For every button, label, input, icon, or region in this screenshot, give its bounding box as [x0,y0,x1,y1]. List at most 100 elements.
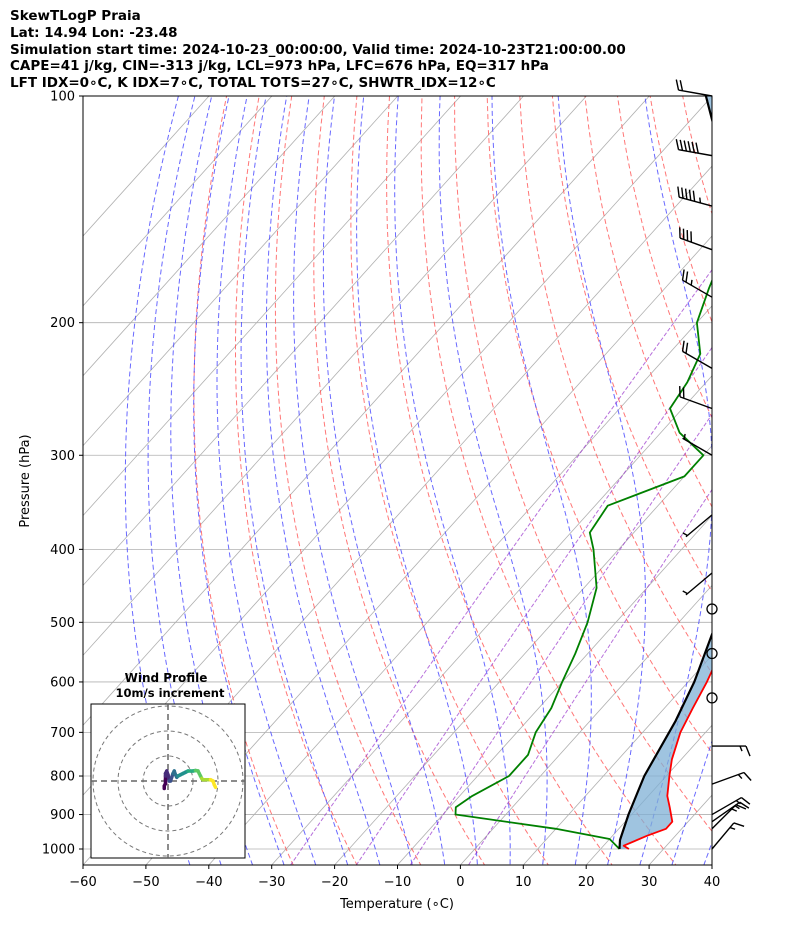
adiabat-layer [124,62,794,881]
isotherm [208,305,712,865]
isotherm [83,96,462,517]
dry-adiabat [584,96,712,508]
dry-adiabat [350,96,549,865]
x-tick-label: −60 [69,875,96,890]
indices-line-1: CAPE=41 j/kg, CIN=-313 j/kg, LCL=973 hPa… [10,58,549,75]
wind-barb [706,647,718,660]
dry-adiabat [486,96,712,754]
location-line: Lat: 14.94 Lon: -23.48 [10,24,178,41]
x-tick-label: 30 [641,875,658,890]
moist-adiabat [557,96,646,865]
moist-adiabat [266,96,381,865]
dry-adiabat [682,96,712,216]
sounding-lines [454,96,712,850]
wind-barb [706,603,718,615]
moist-adiabat [193,96,285,865]
dry-adiabat [274,96,422,865]
x-tick-label: 20 [578,875,595,890]
hodograph-inset: Wind Profile 10m/s increment [90,671,246,859]
dry-adiabat [193,96,294,865]
y-tick-label: 500 [50,616,75,631]
series-parcel [618,96,712,850]
wind-barb [711,771,752,785]
wind-barb [679,227,713,251]
y-tick-label: 100 [50,90,75,105]
moist-adiabat [293,96,413,865]
isotherm [396,514,712,865]
wind-barb [711,796,751,816]
hodograph-segment [212,783,218,789]
wind-barb [679,386,713,410]
wind-barb [682,433,713,456]
time-line: Simulation start time: 2024-10-23_00:00:… [10,41,626,58]
dry-adiabat [740,62,794,881]
moist-adiabat [438,96,548,865]
dry-adiabat [551,96,712,593]
wind-barb [681,269,713,298]
x-tick-label: −30 [258,875,285,890]
isotherm [711,864,712,865]
x-tick-label: −10 [384,875,411,890]
chart-title: SkewTLogP Praia [10,8,141,24]
x-tick-label: 40 [704,875,721,890]
dry-adiabat [235,96,358,865]
isotherm [459,584,712,865]
wind-barbs [675,79,752,850]
isotherm [83,96,210,237]
x-tick-label: −50 [132,875,159,890]
y-tick-label: 800 [50,770,75,785]
isotherm [83,96,399,447]
moist-adiabat [671,739,712,865]
isotherm [83,96,273,307]
mixing-ratio-line [409,413,712,865]
y-tick-label: 700 [50,726,75,741]
isotherm [522,654,712,865]
isotherm [83,96,525,587]
hodograph-ring [117,730,219,832]
chart-header: SkewTLogP Praia Lat: 14.94 Lon: -23.48 S… [10,8,626,92]
y-axis-ticks: 100 200 300 400 500 600 700 800 900 1000 [42,90,83,858]
dry-adiabat [386,96,613,865]
moist-adiabat [394,96,511,865]
wind-barb [675,79,713,97]
hodograph-subtitle: 10m/s increment [116,686,225,700]
dry-adiabat [454,96,712,832]
isotherm [83,96,587,656]
y-axis-label: Pressure (hPa) [18,434,33,527]
moist-adiabat [216,96,317,865]
indices-line-2: LFT IDX=0∘C, K IDX=7∘C, TOTAL TOTS=27∘C,… [10,75,496,92]
hodograph-title: Wind Profile [125,671,208,685]
isotherm [83,96,650,726]
x-tick-label: −20 [321,875,348,890]
moist-adiabat [322,96,446,865]
y-tick-label: 400 [50,543,75,558]
dry-adiabat [313,96,486,865]
moist-adiabat [703,841,712,865]
mixing-ratio-line [289,268,712,865]
cape-fill [729,455,761,565]
x-axis-label: Temperature (∘C) [339,897,454,912]
isotherm [271,375,712,865]
wind-barb [677,186,713,207]
wind-barb [681,340,713,369]
moist-adiabat [240,96,349,865]
y-tick-label: 900 [50,808,75,823]
dry-adiabat [708,62,794,881]
wind-barb [675,139,713,157]
wind-barb [711,804,747,830]
moist-adiabat [491,96,592,865]
isotherm [145,235,712,865]
y-tick-label: 300 [50,449,75,464]
wind-barb [682,514,713,538]
area-fill [619,96,712,849]
wind-barb [711,822,745,850]
wind-barb [682,572,713,596]
isotherm [83,96,336,377]
wind-barb [712,745,751,757]
x-tick-label: 10 [515,875,532,890]
moist-adiabat [639,96,712,865]
x-tick-label: 0 [456,875,464,890]
y-tick-label: 1000 [42,843,75,858]
dry-adiabat [772,62,794,881]
